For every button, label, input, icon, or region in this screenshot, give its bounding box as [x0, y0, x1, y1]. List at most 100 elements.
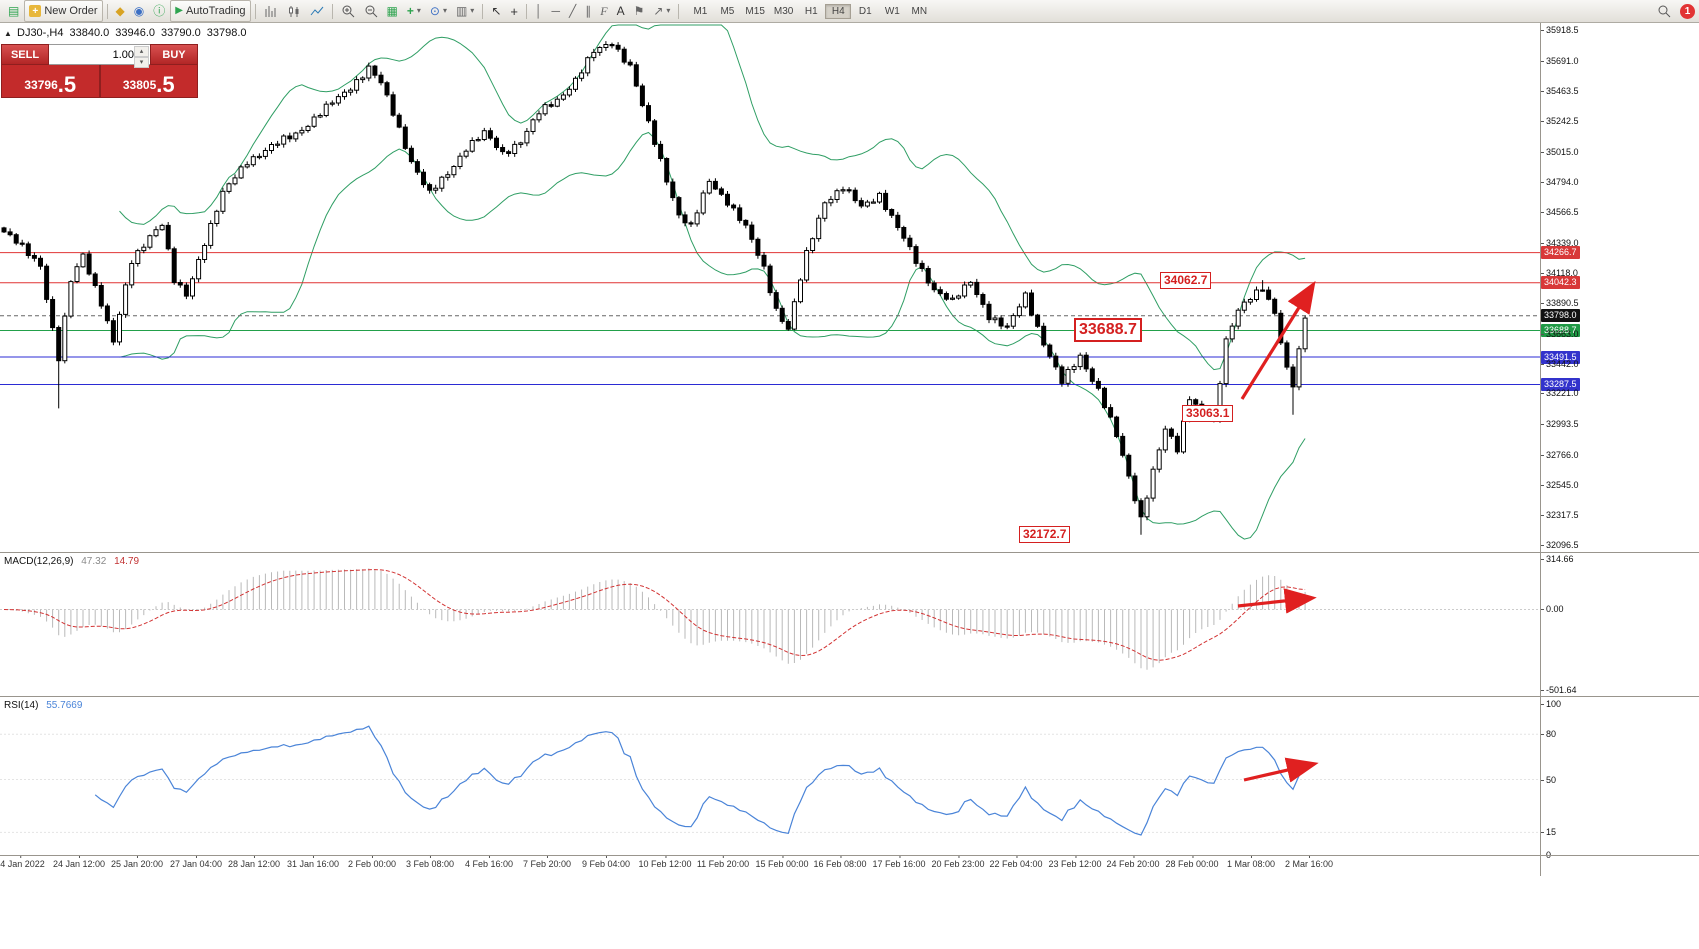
horizontal-line-button[interactable]: ─: [547, 1, 564, 21]
candle-body: [31, 255, 37, 259]
timeframe-button-h4[interactable]: H4: [825, 3, 852, 19]
panel-splitter[interactable]: [0, 552, 1699, 553]
community-button[interactable]: ⓘ: [149, 1, 169, 21]
arrows-button[interactable]: ↗ ▾: [649, 1, 674, 21]
tile-windows-button[interactable]: ▦: [383, 1, 402, 21]
toolbar: ▤ + New Order ◆ ◉ ⓘ ▶ AutoTrading ▦ + ▾ …: [0, 0, 1699, 23]
crosshair-button[interactable]: +: [506, 1, 522, 21]
cursor-button[interactable]: ↖: [487, 1, 505, 21]
volume-input[interactable]: [49, 47, 150, 62]
candle-body: [44, 265, 50, 300]
volume-down-button[interactable]: ▾: [134, 57, 149, 68]
candle-body: [348, 89, 354, 93]
sell-price-display[interactable]: 33796 .5: [1, 65, 100, 98]
candle-body: [1187, 399, 1193, 422]
candle-body: [1004, 325, 1010, 328]
autotrading-button[interactable]: ▶ AutoTrading: [170, 0, 251, 22]
candle-body: [864, 201, 870, 207]
terminal-button[interactable]: ◉: [130, 1, 148, 21]
trend-arrow[interactable]: [1243, 757, 1319, 783]
channel-button[interactable]: ∥: [581, 1, 595, 21]
metaeditor-button[interactable]: ◆: [112, 1, 129, 21]
timeframe-button-m15[interactable]: M15: [745, 5, 765, 17]
candle-body: [25, 243, 31, 256]
arrow-icon: ↗: [653, 4, 664, 18]
candle-body: [798, 279, 803, 303]
timeframe-button-h1[interactable]: H1: [804, 5, 818, 17]
candle-body: [1247, 299, 1253, 303]
candlestick-chart-button[interactable]: [283, 1, 305, 21]
chart-window-button[interactable]: ▤: [4, 1, 23, 21]
macd-main-value: 47.32: [81, 556, 107, 567]
notification-badge[interactable]: 1: [1680, 3, 1695, 19]
candlestick-chart-icon: [288, 5, 298, 17]
date-axis[interactable]: [0, 856, 1699, 878]
toolbar-separator: [678, 3, 680, 19]
candle-body: [384, 82, 390, 96]
profiles-button[interactable]: ⊙ ▾: [426, 1, 451, 21]
rsi-label: RSI(14) 55.7669: [4, 700, 82, 711]
candle-body: [86, 253, 92, 275]
candle-body: [1047, 344, 1053, 357]
fibonacci-button[interactable]: F: [596, 1, 611, 21]
candle-body: [1235, 309, 1241, 327]
search-button[interactable]: [1653, 1, 1675, 21]
candle-body: [1071, 366, 1077, 371]
trend-arrow[interactable]: [1237, 588, 1317, 614]
templates-button[interactable]: ▥ ▾: [452, 1, 478, 21]
candle-body: [463, 150, 469, 157]
candle-body: [603, 44, 609, 48]
trend-arrow[interactable]: [1240, 280, 1316, 400]
candle-body: [56, 327, 62, 362]
timeframe-button-m5[interactable]: M5: [720, 5, 735, 17]
candle-body: [190, 278, 195, 297]
candle-body: [153, 229, 159, 237]
candle-body: [1095, 380, 1101, 389]
one-click-toggle[interactable]: ▲: [4, 29, 12, 38]
candle-body: [117, 313, 122, 343]
zoom-out-button[interactable]: [360, 1, 382, 21]
buy-price-display[interactable]: 33805 .5: [99, 65, 198, 98]
new-order-button[interactable]: + New Order: [24, 0, 103, 22]
zoom-in-icon: [342, 5, 354, 18]
candle-body: [329, 102, 335, 105]
timeframe-button-d1[interactable]: D1: [858, 5, 872, 17]
candle-body: [1150, 468, 1156, 499]
volume-up-button[interactable]: ▴: [134, 46, 149, 57]
sell-button[interactable]: SELL: [1, 44, 49, 65]
timeframe-button-mn[interactable]: MN: [911, 5, 928, 17]
label-button[interactable]: ⚑: [630, 1, 649, 21]
timeframe-button-m30[interactable]: M30: [773, 5, 794, 17]
high-value: 33946.0: [115, 27, 155, 39]
macd-signal-line: [3, 569, 1306, 661]
candle-body: [658, 143, 664, 159]
vertical-line-button[interactable]: │: [531, 1, 547, 21]
text-button[interactable]: A: [613, 1, 629, 21]
crosshair-icon: +: [510, 3, 518, 19]
timeframe-button-w1[interactable]: W1: [884, 5, 900, 17]
candle-body: [439, 176, 445, 189]
metaeditor-icon: ◆: [115, 4, 125, 18]
timeframe-button-m1[interactable]: M1: [693, 5, 708, 17]
zoom-in-button[interactable]: [337, 1, 359, 21]
candle-body: [1065, 369, 1071, 384]
trendline-button[interactable]: ╱: [565, 1, 580, 21]
bar-chart-button[interactable]: [260, 1, 282, 21]
line-chart-button[interactable]: [306, 1, 328, 21]
price-axis[interactable]: [1541, 22, 1699, 855]
candle-body: [1193, 399, 1199, 405]
buy-button[interactable]: BUY: [150, 44, 198, 65]
candle-body: [804, 250, 810, 281]
candle-body: [342, 91, 347, 98]
candle-body: [275, 143, 281, 146]
trendline-icon: ╱: [568, 4, 577, 18]
candle-body: [718, 188, 724, 195]
candle-body: [481, 130, 487, 140]
panel-splitter[interactable]: [0, 696, 1699, 697]
new-chart-button[interactable]: + ▾: [403, 1, 425, 21]
one-click-trading-panel: SELL ▴ ▾ BUY 33796 .5 33805 .5: [1, 44, 198, 98]
candle-body: [937, 289, 943, 295]
open-value: 33840.0: [69, 27, 110, 39]
candle-body: [244, 164, 250, 168]
